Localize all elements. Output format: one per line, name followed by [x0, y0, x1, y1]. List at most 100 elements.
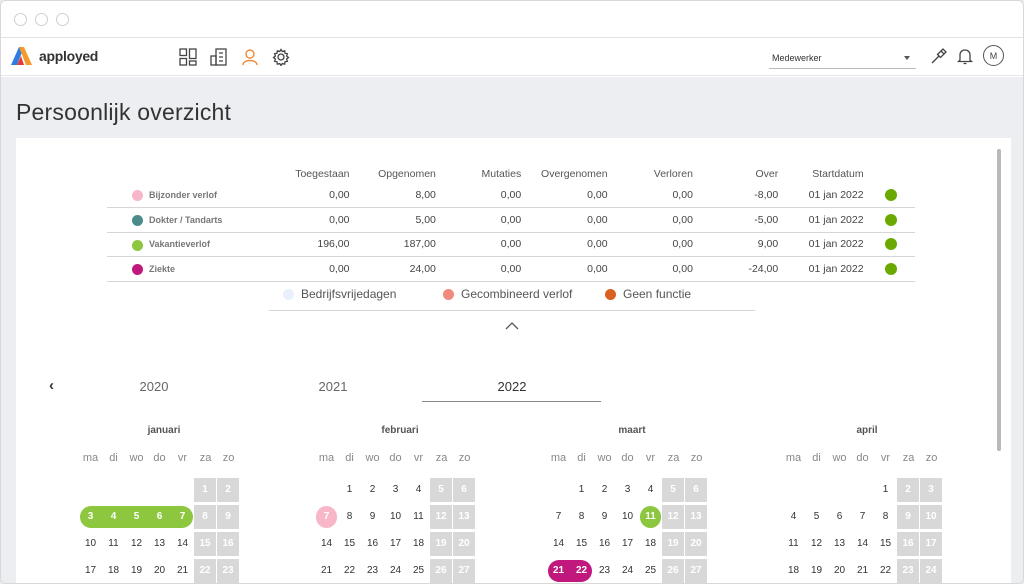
day-cell[interactable]: 17 [920, 532, 943, 556]
year-tab-2022[interactable]: 2022 [497, 379, 527, 394]
day-cell[interactable]: 2 [217, 478, 240, 502]
day-cell[interactable]: 9 [593, 505, 616, 529]
day-cell[interactable]: 14 [315, 532, 338, 556]
day-cell[interactable]: 24 [384, 559, 407, 583]
day-cell[interactable]: 22 [570, 559, 593, 583]
day-cell[interactable]: 15 [874, 532, 897, 556]
day-cell[interactable]: 1 [338, 478, 361, 502]
year-tab-2020[interactable]: 2020 [139, 379, 169, 394]
day-cell[interactable]: 23 [593, 559, 616, 583]
day-cell[interactable]: 6 [828, 505, 851, 529]
day-cell[interactable]: 7 [171, 505, 194, 529]
day-cell[interactable]: 14 [171, 532, 194, 556]
day-cell[interactable]: 25 [407, 559, 430, 583]
day-cell[interactable]: 3 [616, 478, 639, 502]
day-cell[interactable]: 18 [639, 532, 662, 556]
day-cell[interactable]: 19 [805, 559, 828, 583]
building-icon[interactable] [208, 46, 229, 67]
day-cell[interactable]: 24 [920, 559, 943, 583]
chevron-left-icon[interactable]: ‹ [49, 377, 54, 394]
day-cell[interactable]: 8 [874, 505, 897, 529]
day-cell[interactable]: 27 [685, 559, 708, 583]
day-cell[interactable]: 18 [407, 532, 430, 556]
hammer-icon[interactable] [927, 45, 949, 67]
day-cell[interactable]: 6 [453, 478, 476, 502]
day-cell[interactable]: 1 [570, 478, 593, 502]
day-cell[interactable]: 22 [874, 559, 897, 583]
day-cell[interactable]: 23 [361, 559, 384, 583]
day-cell[interactable]: 3 [79, 505, 193, 529]
day-cell[interactable]: 6 [685, 478, 708, 502]
day-cell[interactable]: 17 [384, 532, 407, 556]
day-cell[interactable]: 7 [851, 505, 874, 529]
day-cell[interactable]: 3 [920, 478, 943, 502]
day-cell[interactable]: 7 [315, 505, 338, 529]
day-cell[interactable]: 10 [920, 505, 943, 529]
day-cell[interactable]: 23 [897, 559, 920, 583]
day-cell[interactable]: 19 [125, 559, 148, 583]
day-cell[interactable]: 14 [851, 532, 874, 556]
day-cell[interactable]: 4 [639, 478, 662, 502]
day-cell[interactable]: 25 [639, 559, 662, 583]
user-icon[interactable] [239, 46, 260, 67]
day-cell[interactable]: 8 [570, 505, 593, 529]
window-maximize-dot[interactable] [56, 13, 69, 26]
day-cell[interactable]: 2 [361, 478, 384, 502]
dashboard-icon[interactable] [177, 46, 198, 67]
day-cell[interactable]: 11 [639, 505, 662, 529]
day-cell[interactable]: 21 [851, 559, 874, 583]
day-cell[interactable]: 15 [338, 532, 361, 556]
day-cell[interactable]: 10 [616, 505, 639, 529]
day-cell[interactable]: 12 [662, 505, 685, 529]
gear-icon[interactable] [270, 46, 291, 67]
day-cell[interactable]: 16 [217, 532, 240, 556]
day-cell[interactable]: 19 [430, 532, 453, 556]
day-cell[interactable]: 3 [384, 478, 407, 502]
day-cell[interactable]: 22 [338, 559, 361, 583]
day-cell[interactable]: 18 [102, 559, 125, 583]
day-cell[interactable]: 26 [662, 559, 685, 583]
day-cell[interactable]: 20 [148, 559, 171, 583]
scrollbar[interactable] [997, 149, 1001, 451]
day-cell[interactable]: 9 [361, 505, 384, 529]
day-cell[interactable]: 7 [547, 505, 570, 529]
day-cell[interactable]: 5 [125, 505, 148, 529]
day-cell[interactable]: 16 [897, 532, 920, 556]
day-cell[interactable]: 5 [805, 505, 828, 529]
day-cell[interactable]: 9 [217, 505, 240, 529]
day-cell[interactable]: 4 [407, 478, 430, 502]
day-cell[interactable]: 13 [453, 505, 476, 529]
day-cell[interactable]: 12 [430, 505, 453, 529]
bell-icon[interactable] [954, 45, 976, 67]
day-cell[interactable]: 13 [828, 532, 851, 556]
day-cell[interactable]: 11 [102, 532, 125, 556]
day-cell[interactable]: 15 [194, 532, 217, 556]
day-cell[interactable]: 23 [217, 559, 240, 583]
day-cell[interactable]: 4 [782, 505, 805, 529]
day-cell[interactable]: 13 [685, 505, 708, 529]
day-cell[interactable]: 16 [361, 532, 384, 556]
day-cell[interactable]: 20 [828, 559, 851, 583]
day-cell[interactable]: 20 [453, 532, 476, 556]
chevron-up-icon[interactable] [505, 317, 519, 335]
window-close-dot[interactable] [14, 13, 27, 26]
day-cell[interactable]: 21 [315, 559, 338, 583]
role-select[interactable]: Medewerker [769, 47, 916, 69]
day-cell[interactable]: 16 [593, 532, 616, 556]
day-cell[interactable]: 5 [430, 478, 453, 502]
day-cell[interactable]: 15 [570, 532, 593, 556]
day-cell[interactable]: 17 [79, 559, 102, 583]
day-cell[interactable]: 2 [593, 478, 616, 502]
day-cell[interactable]: 21 [547, 559, 592, 583]
day-cell[interactable]: 8 [338, 505, 361, 529]
day-cell[interactable]: 8 [194, 505, 217, 529]
brand-logo[interactable]: apployed [11, 47, 98, 65]
day-cell[interactable]: 4 [102, 505, 125, 529]
day-cell[interactable]: 18 [782, 559, 805, 583]
day-cell[interactable]: 5 [662, 478, 685, 502]
year-tab-2021[interactable]: 2021 [318, 379, 348, 394]
day-cell[interactable]: 20 [685, 532, 708, 556]
day-cell[interactable]: 13 [148, 532, 171, 556]
day-cell[interactable]: 11 [407, 505, 430, 529]
day-cell[interactable]: 19 [662, 532, 685, 556]
